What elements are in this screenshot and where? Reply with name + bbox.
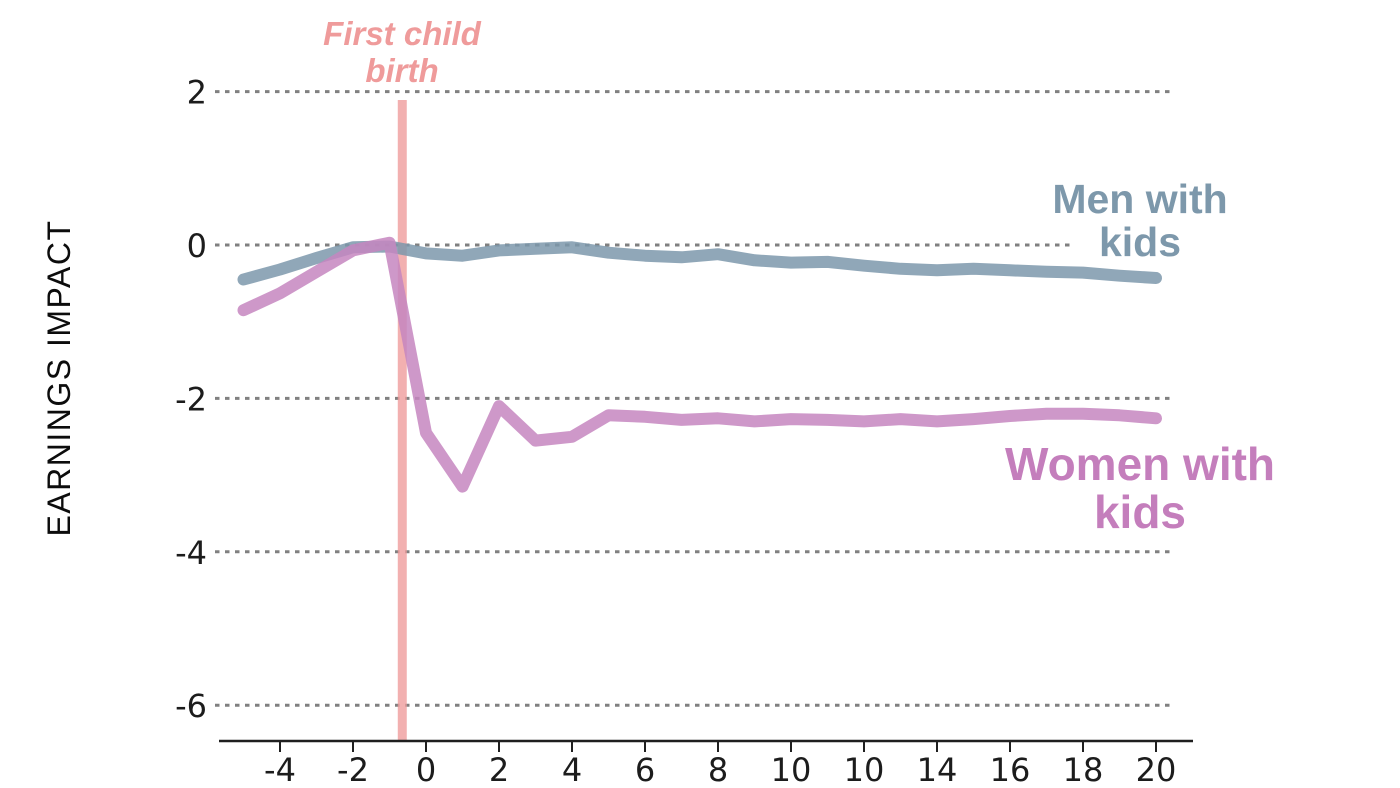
- x-axis-group: [219, 739, 1193, 752]
- x-tick-label: -4: [264, 751, 296, 788]
- men-with-kids-line: [237, 240, 1162, 286]
- men-series-label-line1: Men with: [1052, 176, 1227, 222]
- event-annotation-line2: birth: [365, 52, 438, 89]
- x-tick-label: 4: [562, 751, 582, 788]
- gridlines-group: [215, 90, 1173, 707]
- y-tick-label: -4: [175, 534, 207, 572]
- y-axis-title: EARNINGS IMPACT: [41, 219, 77, 536]
- y-tick-label: 2: [187, 74, 207, 112]
- x-tick-label: 14: [917, 751, 958, 788]
- x-tick-label: 2: [489, 751, 509, 788]
- x-tick-label: 18: [1063, 751, 1104, 788]
- women-series-label-line1: Women with: [1005, 438, 1275, 490]
- series-group: [237, 236, 1162, 493]
- x-tick-label: 10: [771, 751, 812, 788]
- tick-labels-group: 20-2-4-6-4 -2 0 2 4 6 8 10 10 14 16 18 20: [175, 74, 1176, 788]
- x-tick-label: 0: [416, 751, 436, 788]
- x-tick-label: 20: [1136, 751, 1177, 788]
- y-tick-label: -6: [175, 687, 207, 725]
- x-tick-label: 10: [844, 751, 885, 788]
- women-with-kids-line: [237, 236, 1162, 493]
- x-tick-label: 6: [635, 751, 655, 788]
- x-tick-label: -2: [337, 751, 369, 788]
- women-series-label-line2: kids: [1094, 486, 1186, 538]
- x-tick-label: 16: [990, 751, 1031, 788]
- y-tick-label: 0: [187, 227, 207, 265]
- event-annotation-line1: First child: [323, 15, 482, 52]
- men-series-label-line2: kids: [1099, 219, 1181, 265]
- x-tick-label: 8: [708, 751, 728, 788]
- y-tick-label: -2: [175, 380, 207, 418]
